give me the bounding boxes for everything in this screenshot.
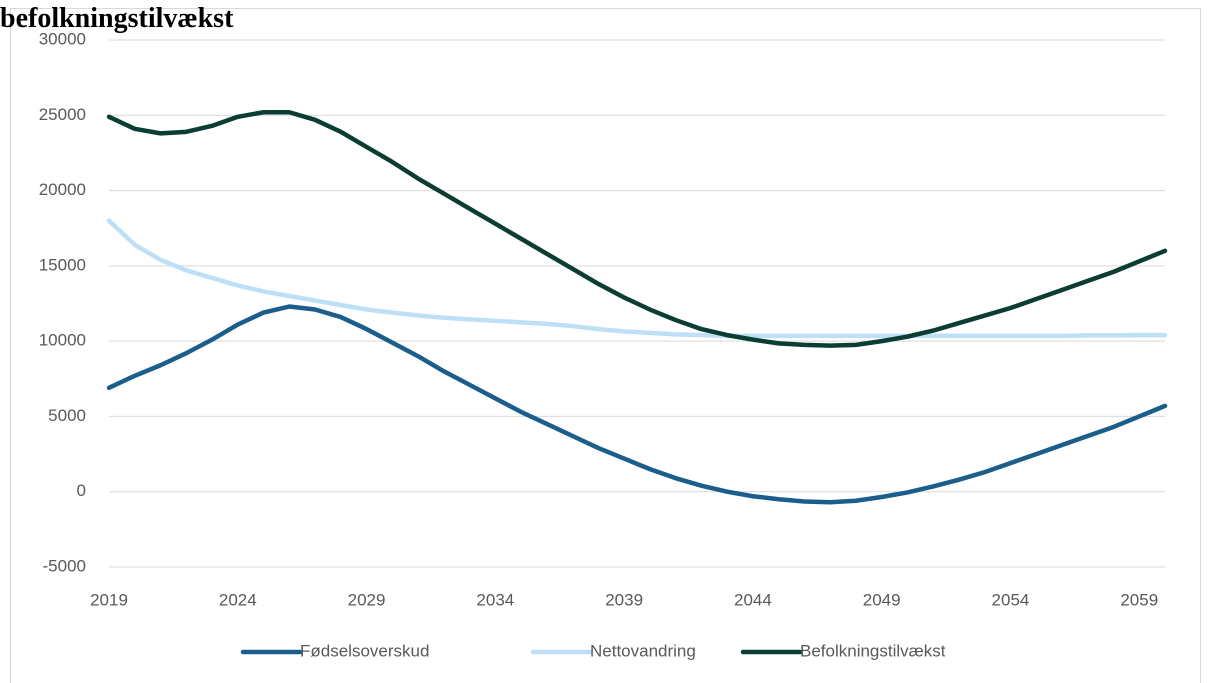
legend-label: Nettovandring xyxy=(590,641,696,660)
chart-title: befolkningstilvækst xyxy=(0,3,234,34)
x-tick-label: 2059 xyxy=(1120,590,1158,609)
legend-label: Fødselsoverskud xyxy=(300,641,429,660)
series-line xyxy=(106,110,1168,348)
x-tick-label: 2054 xyxy=(992,590,1030,609)
y-tick-label: 0 xyxy=(77,481,86,500)
x-tick-label: 2049 xyxy=(863,590,901,609)
chart-border xyxy=(10,8,1201,683)
y-tick-label: 5000 xyxy=(48,406,86,425)
x-tick-label: 2024 xyxy=(219,590,257,609)
y-tick-label: 30000 xyxy=(39,29,86,48)
x-tick-label: 2044 xyxy=(734,590,772,609)
x-tick-label: 2029 xyxy=(348,590,386,609)
y-tick-label: 15000 xyxy=(39,255,86,274)
y-tick-label: -5000 xyxy=(43,556,86,575)
y-tick-label: 20000 xyxy=(39,180,86,199)
legend-label: Befolkningstilvækst xyxy=(800,641,946,660)
series-line xyxy=(106,218,1168,339)
y-tick-label: 10000 xyxy=(39,331,86,350)
x-tick-label: 2039 xyxy=(605,590,643,609)
series-line xyxy=(106,304,1168,505)
y-tick-label: 25000 xyxy=(39,105,86,124)
x-tick-label: 2034 xyxy=(476,590,514,609)
x-tick-label: 2019 xyxy=(90,590,128,609)
